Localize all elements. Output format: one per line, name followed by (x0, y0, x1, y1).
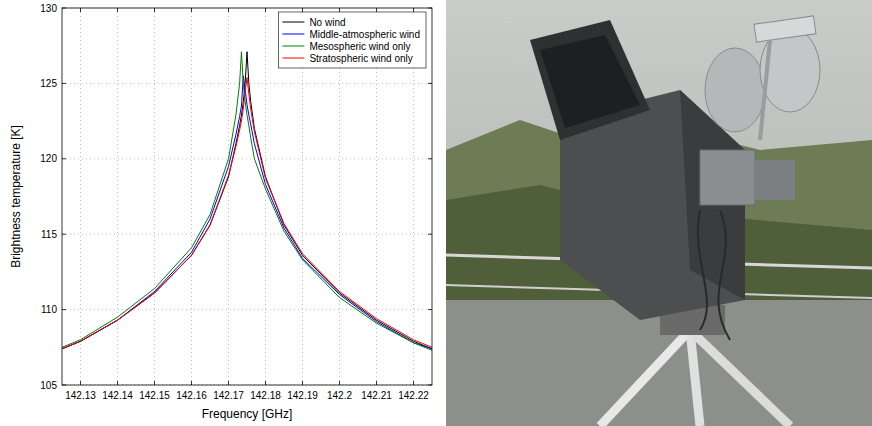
tick (339, 381, 340, 385)
y-tick-label: 115 (41, 229, 57, 240)
tick (339, 8, 340, 12)
legend-swatch (282, 58, 304, 59)
grid-line (62, 158, 432, 159)
x-tick-label: 142.15 (139, 390, 170, 401)
photo-deck (446, 300, 872, 426)
photo-arm (760, 40, 770, 140)
tick (376, 381, 377, 385)
chart: 142.13 142.14 142.15 142.16 142.17 142.18 142.… (9, 3, 432, 422)
legend-box (278, 12, 426, 68)
ticks: 142.13 142.14 142.15 142.16 142.17 142.18 142.… (40, 3, 432, 402)
tick (62, 385, 66, 386)
x-tick-label: 142.19 (287, 390, 318, 401)
x-tick-label: 142.18 (250, 390, 281, 401)
plot-area (62, 8, 432, 385)
tick (80, 8, 81, 12)
tick (62, 158, 66, 159)
x-tick-label: 142.16 (176, 390, 207, 401)
y-tick-label: 125 (40, 78, 57, 89)
tick (376, 8, 377, 12)
legend-label: Middle-atmospheric wind (309, 29, 420, 40)
tick (62, 309, 66, 310)
tick (265, 381, 266, 385)
tick (428, 83, 432, 84)
photo (446, 0, 872, 426)
legend: No windMiddle-atmospheric windMesospheri… (278, 12, 426, 68)
tick (265, 8, 266, 12)
tick (413, 8, 414, 12)
series-line (62, 77, 432, 348)
x-tick-label: 142.22 (398, 390, 429, 401)
tick (117, 381, 118, 385)
grid-line (62, 83, 432, 84)
tick (413, 381, 414, 385)
photo-sky (446, 0, 872, 426)
photo-cables (698, 210, 730, 340)
photo-tripod (690, 330, 790, 426)
legend-label: No wind (309, 17, 345, 28)
tick (302, 8, 303, 12)
grid-line (62, 234, 432, 235)
series-group (62, 52, 432, 351)
tick (191, 8, 192, 12)
tick (428, 385, 432, 386)
grid-line (154, 8, 155, 385)
tick (62, 234, 66, 235)
tick (62, 8, 66, 9)
legend-swatch (282, 34, 304, 35)
grid-line (117, 8, 118, 385)
legend-swatch (282, 46, 304, 47)
photo-hood-inner (540, 35, 640, 128)
tick (191, 381, 192, 385)
grid-line (228, 8, 229, 385)
legend-label: Mesospheric wind only (309, 41, 410, 52)
y-tick-label: 110 (41, 304, 57, 315)
photo-receiver (755, 160, 795, 200)
tick (428, 309, 432, 310)
x-tick-label: 142.17 (213, 390, 244, 401)
x-tick-label: 142.13 (65, 390, 96, 401)
photo-tripod (600, 330, 690, 426)
tick (428, 8, 432, 9)
tick (428, 234, 432, 235)
y-axis-title: Brightness temperature [K] (9, 125, 23, 268)
x-tick-label: 142.14 (102, 390, 133, 401)
y-tick-label: 130 (40, 3, 57, 14)
y-tick-label: 105 (40, 380, 57, 391)
tick (154, 8, 155, 12)
photo-tripod (690, 330, 700, 426)
photo-receiver (700, 150, 755, 205)
series-line (62, 52, 432, 351)
series-line (62, 52, 432, 349)
tick (228, 381, 229, 385)
grid-line (265, 8, 266, 385)
photo-dish (705, 48, 765, 132)
y-tick-label: 120 (40, 153, 57, 164)
figure: 142.13 142.14 142.15 142.16 142.17 142.18 142.… (0, 0, 872, 426)
legend-label: Stratospheric wind only (309, 53, 412, 64)
tick (428, 158, 432, 159)
tick (228, 8, 229, 12)
photo-hood (530, 20, 650, 140)
x-axis-title: Frequency [GHz] (202, 407, 293, 421)
tick (80, 381, 81, 385)
frame (62, 8, 432, 385)
grid-line (62, 309, 432, 310)
legend-swatch (282, 22, 304, 23)
grid-line (80, 8, 81, 385)
tick (117, 8, 118, 12)
tick (154, 381, 155, 385)
x-tick-label: 142.2 (327, 390, 352, 401)
photo-mirror (754, 16, 816, 42)
grid-line (191, 8, 192, 385)
x-tick-label: 142.21 (361, 390, 392, 401)
grid (62, 8, 432, 385)
tick (302, 381, 303, 385)
tick (62, 83, 66, 84)
